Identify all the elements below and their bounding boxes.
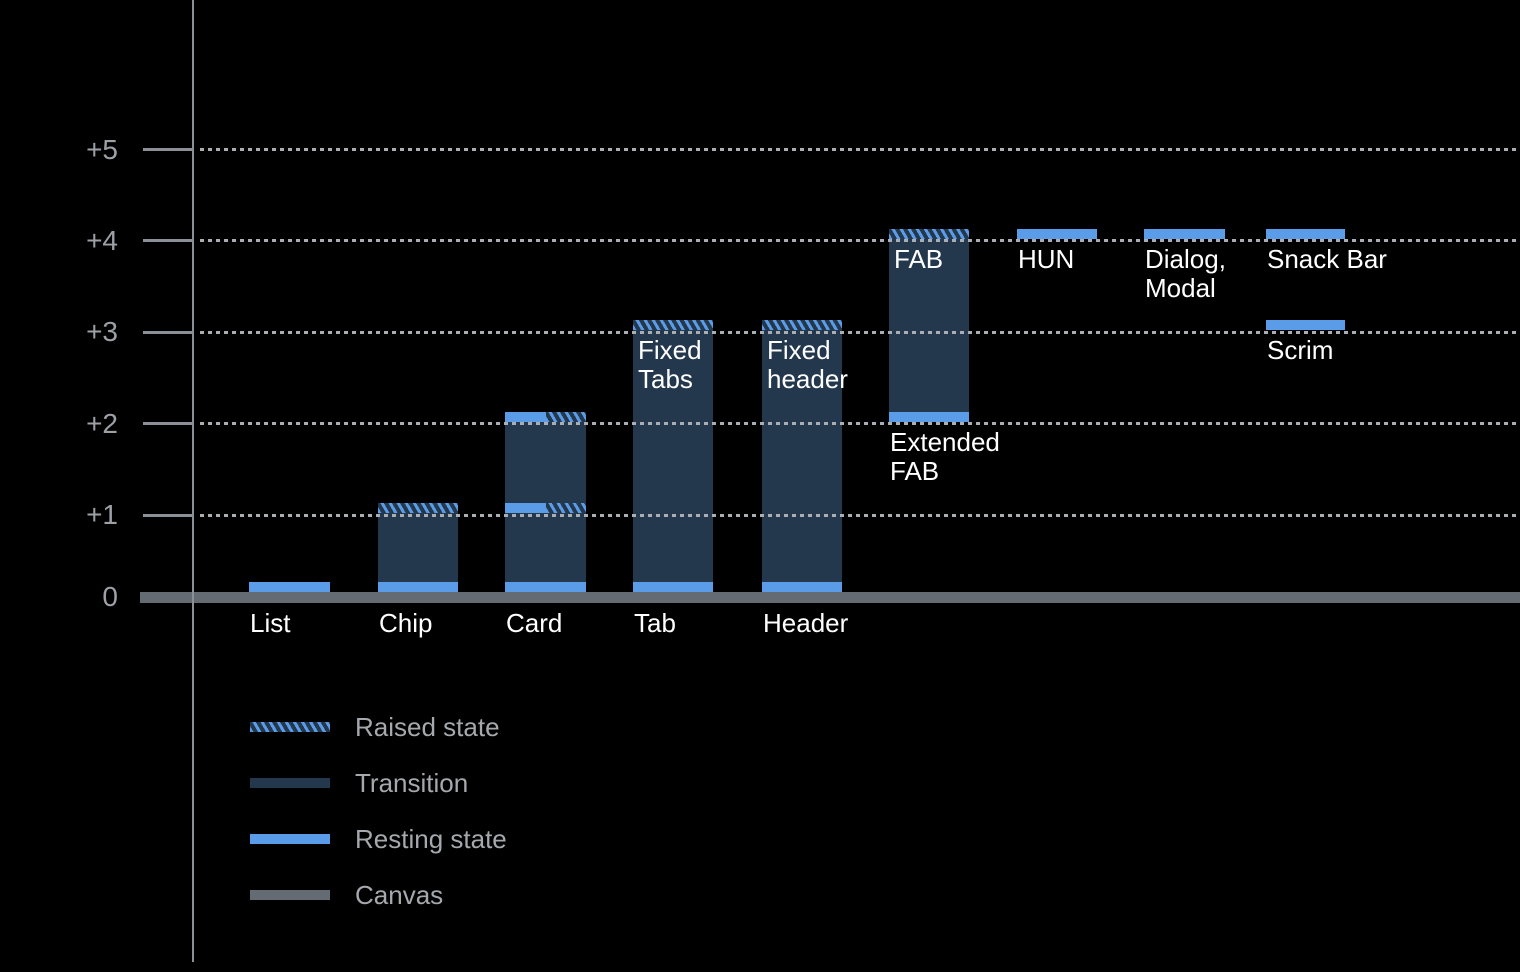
segment-raised-state-extended-fab xyxy=(889,228,969,239)
y-axis-tick xyxy=(143,330,193,334)
y-axis-line xyxy=(192,0,194,962)
segment-split-raised-card xyxy=(546,503,586,514)
segment-resting-state-chip xyxy=(378,582,458,592)
segment-resting-state-dialog-modal xyxy=(1144,228,1225,239)
y-axis-tick xyxy=(143,148,193,151)
y-axis-tick xyxy=(143,422,193,426)
bar-label-tab: Tab xyxy=(634,608,676,638)
segment-resting-state-scrim xyxy=(1266,320,1345,331)
segment-raised-state-tab xyxy=(633,320,713,331)
legend-row-canvas: Canvas xyxy=(250,877,507,913)
y-tick-label: +5 xyxy=(86,133,118,165)
segment-raised-state-header xyxy=(762,320,842,331)
transition-swatch-icon xyxy=(250,778,330,788)
inside-label-tab: Fixed Tabs xyxy=(638,335,702,395)
y-tick-label: +4 xyxy=(86,224,118,256)
bar-label-chip: Chip xyxy=(379,608,433,638)
segment-resting-state-snack-bar xyxy=(1266,228,1345,239)
legend-label-resting-state: Resting state xyxy=(355,824,507,854)
segment-resting-state-list xyxy=(249,582,330,592)
bar-label-scrim: Scrim xyxy=(1267,335,1334,366)
gridline-+5 xyxy=(200,148,1520,151)
segment-resting-state-hun xyxy=(1017,228,1097,239)
y-tick-label: 0 xyxy=(102,581,118,612)
segment-resting-state-extended-fab xyxy=(889,411,969,422)
gridline-+3 xyxy=(200,330,1520,334)
inside-label-extended-fab: FAB xyxy=(894,243,944,274)
bar-label-card: Card xyxy=(506,608,563,638)
segment-transition-chip xyxy=(378,503,458,593)
bar-label-list: List xyxy=(250,608,291,638)
legend-label-canvas: Canvas xyxy=(355,880,444,910)
raised-state-swatch-icon xyxy=(250,722,330,732)
legend: Raised state Transition Resting state Ca… xyxy=(250,709,507,933)
bar-label-snack-bar: Snack Bar xyxy=(1267,243,1387,274)
segment-transition-header xyxy=(762,320,842,593)
y-tick-label: +1 xyxy=(86,499,118,531)
y-tick-label: +2 xyxy=(86,407,118,439)
segment-split-raised-card xyxy=(546,411,586,422)
legend-row-resting-state: Resting state xyxy=(250,821,507,857)
gridline-+4 xyxy=(200,239,1520,243)
legend-label-raised-state: Raised state xyxy=(355,712,500,742)
segment-transition-card xyxy=(505,411,586,593)
canvas-swatch-icon xyxy=(250,890,330,900)
inside-label-header: Fixed header xyxy=(767,335,848,395)
bar-label-hun: HUN xyxy=(1018,243,1075,274)
segment-transition-extended-fab xyxy=(889,228,969,422)
segment-resting-state-header xyxy=(762,582,842,592)
legend-label-transition: Transition xyxy=(355,768,469,798)
canvas-baseline xyxy=(140,592,1520,603)
segment-split-resting-card xyxy=(505,411,546,422)
y-tick-label: +3 xyxy=(86,316,118,348)
segment-resting-state-tab xyxy=(633,582,713,592)
gridline-+1 xyxy=(200,513,1520,517)
segment-resting-state-card xyxy=(505,582,586,592)
bar-label-header: Header xyxy=(763,608,849,638)
legend-row-transition: Transition xyxy=(250,765,507,801)
gridline-+2 xyxy=(200,422,1520,426)
segment-raised-state-chip xyxy=(378,503,458,514)
bar-label-dialog-modal: Dialog, Modal xyxy=(1145,243,1226,303)
segment-split-resting-card xyxy=(505,503,546,514)
bar-label-extended-fab: Extended FAB xyxy=(890,426,1000,486)
resting-state-swatch-icon xyxy=(250,834,330,844)
y-axis-tick xyxy=(143,239,193,243)
legend-row-raised-state: Raised state xyxy=(250,709,507,745)
segment-transition-tab xyxy=(633,320,713,593)
y-axis-tick xyxy=(143,513,193,517)
